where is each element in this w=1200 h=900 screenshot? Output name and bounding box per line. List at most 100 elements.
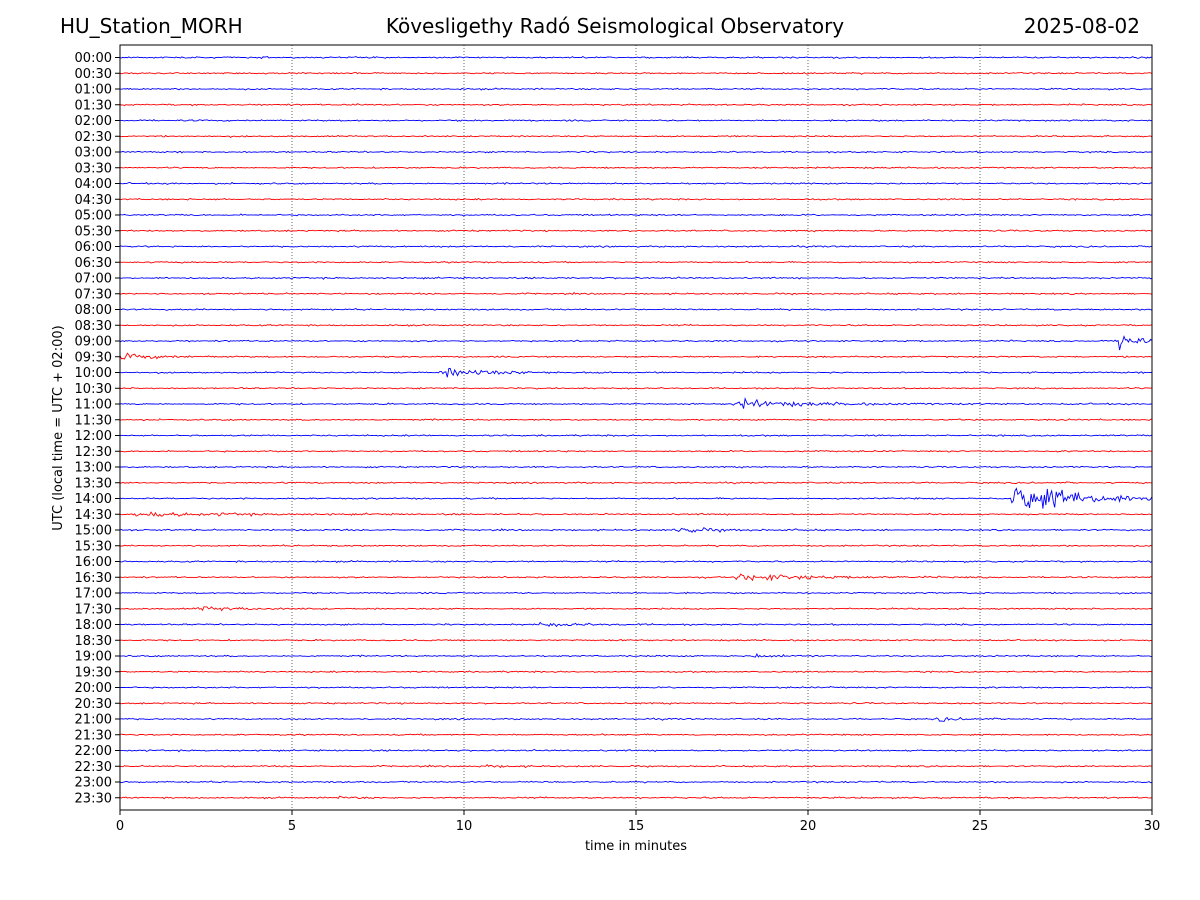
y-tick-label: 23:30 xyxy=(75,791,112,806)
trace-1100 xyxy=(119,397,1153,409)
y-axis-label: UTC (local time = UTC + 02:00) xyxy=(51,325,66,530)
trace-0630 xyxy=(119,260,1153,264)
y-tick-label: 02:00 xyxy=(75,114,112,129)
trace-1430 xyxy=(119,511,1152,517)
trace-2330 xyxy=(119,795,1153,800)
trace-1630 xyxy=(119,573,1153,582)
y-tick-label: 05:30 xyxy=(75,224,112,239)
y-tick-label: 03:30 xyxy=(75,161,112,176)
trace-group xyxy=(119,55,1153,800)
grid-lines xyxy=(291,45,981,810)
trace-1500 xyxy=(119,527,1153,533)
y-tick-label: 23:00 xyxy=(75,776,112,791)
x-tick-label: 0 xyxy=(116,819,124,834)
trace-2200 xyxy=(119,748,1153,753)
y-tick-label: 04:00 xyxy=(75,177,112,192)
y-tick-label: 02:30 xyxy=(75,130,112,145)
station-title: HU_Station_MORH xyxy=(60,14,243,38)
trace-0900 xyxy=(119,335,1153,351)
y-tick-label: 07:00 xyxy=(75,272,112,287)
trace-1700 xyxy=(119,591,1153,595)
trace-2000 xyxy=(119,685,1153,689)
trace-0100 xyxy=(119,87,1153,91)
trace-0330 xyxy=(119,166,1153,170)
y-tick-label: 06:30 xyxy=(75,256,112,271)
trace-1830 xyxy=(119,638,1153,642)
y-tick-label: 13:00 xyxy=(75,461,112,476)
y-tick-label: 00:00 xyxy=(75,51,112,66)
trace-0130 xyxy=(119,103,1153,107)
y-tick-label: 15:30 xyxy=(75,539,112,554)
trace-0300 xyxy=(119,150,1153,154)
trace-0530 xyxy=(119,229,1153,233)
trace-1600 xyxy=(119,559,1153,564)
y-tick-label: 20:00 xyxy=(75,681,112,696)
trace-1400 xyxy=(119,487,1153,509)
trace-0700 xyxy=(119,276,1153,280)
trace-1930 xyxy=(119,670,1153,674)
trace-2230 xyxy=(119,764,1153,769)
trace-0730 xyxy=(120,291,1153,296)
y-tick-label: 16:30 xyxy=(75,571,112,586)
y-tick-label: 12:30 xyxy=(75,445,112,460)
trace-0030 xyxy=(119,71,1153,75)
x-tick-label: 15 xyxy=(628,819,645,834)
trace-1000 xyxy=(119,367,1153,378)
y-tick-label: 00:30 xyxy=(75,67,112,82)
trace-0500 xyxy=(119,213,1153,217)
y-tick-label: 08:30 xyxy=(75,319,112,334)
y-tick-label: 18:30 xyxy=(75,634,112,649)
y-tick-label: 11:00 xyxy=(75,398,112,413)
y-tick-label: 05:00 xyxy=(75,209,112,224)
trace-1530 xyxy=(119,544,1153,548)
trace-0230 xyxy=(119,134,1153,138)
y-tick-label: 14:00 xyxy=(75,492,112,507)
trace-0600 xyxy=(120,244,1153,249)
y-tick-label: 15:00 xyxy=(75,524,112,539)
y-tick-label: 08:00 xyxy=(75,303,112,318)
y-tick-label: 22:00 xyxy=(75,744,112,759)
y-tick-label: 09:30 xyxy=(75,350,112,365)
y-tick-label: 22:30 xyxy=(75,760,112,775)
x-axis-label: time in minutes xyxy=(585,839,687,854)
trace-1130 xyxy=(119,418,1153,422)
x-tick-label: 30 xyxy=(1144,819,1161,834)
y-tick-label: 19:30 xyxy=(75,665,112,680)
y-tick-label: 10:30 xyxy=(75,382,112,397)
y-tick-label: 21:30 xyxy=(75,728,112,743)
trace-1200 xyxy=(119,434,1153,438)
trace-0430 xyxy=(119,197,1153,201)
y-tick-label: 14:30 xyxy=(75,508,112,523)
x-tick-label: 20 xyxy=(800,819,817,834)
trace-2100 xyxy=(119,716,1153,722)
trace-0800 xyxy=(119,307,1153,312)
y-tick-label: 07:30 xyxy=(75,287,112,302)
y-tick-label: 12:00 xyxy=(75,429,112,444)
trace-1730 xyxy=(119,606,1153,612)
y-tick-label: 13:30 xyxy=(75,476,112,491)
trace-1330 xyxy=(120,481,1153,485)
trace-1030 xyxy=(119,386,1153,390)
date-title: 2025-08-02 xyxy=(1023,14,1140,38)
y-tick-label: 03:00 xyxy=(75,146,112,161)
trace-0000 xyxy=(120,55,1153,60)
x-tick-label: 5 xyxy=(288,819,296,834)
trace-2300 xyxy=(119,780,1153,784)
y-tick-label: 11:30 xyxy=(75,413,112,428)
y-tick-label: 17:00 xyxy=(75,587,112,602)
trace-1900 xyxy=(119,652,1153,658)
x-tick-label: 10 xyxy=(456,819,473,834)
trace-1300 xyxy=(119,465,1153,469)
trace-1230 xyxy=(119,449,1152,453)
x-tick-label: 25 xyxy=(972,819,989,834)
y-tick-label: 04:30 xyxy=(75,193,112,208)
trace-0400 xyxy=(119,181,1153,185)
y-tick-label: 01:00 xyxy=(75,83,112,98)
trace-2030 xyxy=(119,701,1153,705)
observatory-title: Kövesligethy Radó Seismological Observat… xyxy=(385,14,845,38)
y-tick-label: 18:00 xyxy=(75,618,112,633)
y-axis-ticks: 00:0000:3001:0001:3002:0002:3003:0003:30… xyxy=(75,51,120,806)
y-tick-label: 09:00 xyxy=(75,335,112,350)
y-tick-label: 06:00 xyxy=(75,240,112,255)
